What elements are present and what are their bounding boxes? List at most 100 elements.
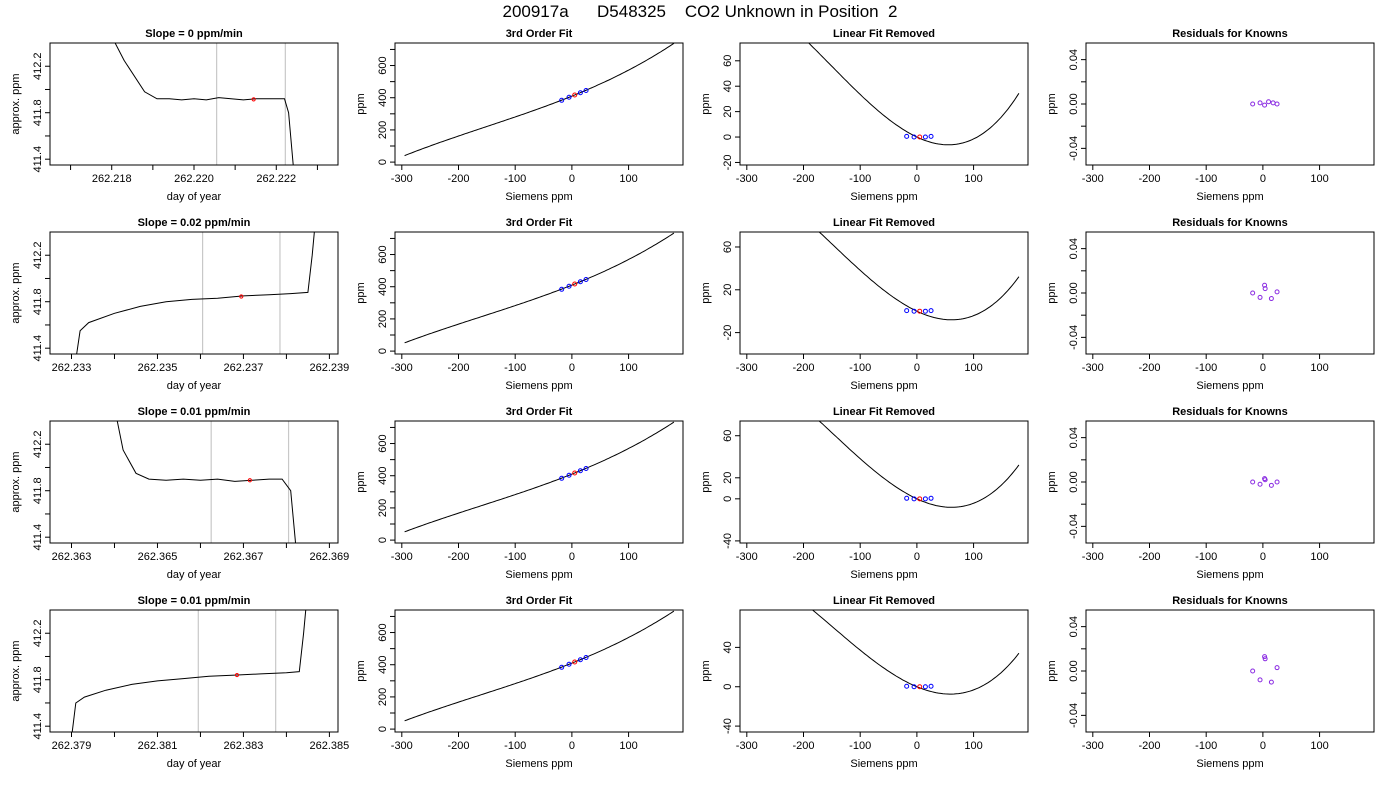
residual-point [1257, 294, 1263, 300]
plot-frame [49, 420, 339, 544]
panel-r2-res: Residuals for Knowns -300 -200 -100 0 100 -0.0… [1046, 217, 1375, 392]
x-tick-label: -300 [1082, 173, 1104, 185]
x-tick-label: 262.220 [174, 173, 214, 185]
known-point [583, 276, 589, 282]
x-tick-label: 0 [1260, 551, 1266, 563]
y-tick-label: 60 [722, 55, 734, 67]
y-tick-label: 0 [722, 684, 734, 690]
y-tick-label: 0 [722, 496, 734, 502]
y-tick-label: 411.8 [32, 99, 44, 126]
panel-title: Residuals for Knowns [1172, 595, 1288, 607]
known-point [904, 133, 910, 139]
x-axis-label: day of year [167, 758, 222, 770]
x-tick-label: 100 [1310, 551, 1328, 563]
y-tick-label: -0.04 [1068, 136, 1080, 161]
plot-area [811, 610, 1020, 695]
x-tick-label: -300 [1082, 551, 1104, 563]
y-tick-label: 0.04 [1068, 238, 1080, 259]
y-tick-label: 0 [377, 348, 389, 354]
y-tick-label: 200 [377, 499, 389, 517]
residual-point [1268, 296, 1274, 302]
panel-r1-fit: 3rd Order Fit -300 -200 -100 0 100 0 200 400 600 S… [355, 28, 684, 203]
x-tick-label: -200 [1138, 362, 1160, 374]
x-tick-label: 262.239 [310, 362, 350, 374]
plot-frame [394, 42, 684, 166]
plot-area [114, 43, 294, 165]
residual-point [1262, 656, 1268, 662]
unknown-point [572, 659, 578, 665]
x-tick-label: -100 [1195, 551, 1217, 563]
y-tick-label: -0.04 [1068, 703, 1080, 728]
known-point [566, 94, 572, 100]
residual-point [1262, 477, 1268, 483]
y-tick-label: -0.04 [1068, 325, 1080, 350]
x-tick-label: -200 [1138, 740, 1160, 752]
panel-title: Residuals for Knowns [1172, 406, 1288, 418]
fit-curve [404, 610, 675, 722]
x-tick-label: 0 [1260, 362, 1266, 374]
x-tick-label: 100 [964, 740, 982, 752]
plot-frame [739, 609, 1029, 733]
y-axis-label: approx. ppm [10, 640, 22, 701]
panel-r1-lin: Linear Fit Removed-300 -200 -100 0 100-20020… [700, 28, 1029, 203]
y-tick-label: 400 [377, 278, 389, 296]
x-tick-label: 100 [964, 362, 982, 374]
plot-frame [49, 231, 339, 355]
y-axis-label: approx. ppm [10, 262, 22, 323]
x-axis-label: Siemens ppm [505, 191, 572, 203]
y-tick-label: 0.00 [1068, 660, 1080, 681]
x-tick-label: -300 [1082, 740, 1104, 752]
known-point [577, 468, 583, 474]
residual-point [1274, 289, 1280, 295]
x-tick-label: 0 [1260, 740, 1266, 752]
panel-title: Residuals for Knowns [1172, 217, 1288, 229]
x-tick-label: -200 [1138, 551, 1160, 563]
x-tick-label: 262.222 [256, 173, 296, 185]
plot-area [1250, 476, 1280, 488]
sample-marker [251, 97, 256, 102]
x-axis-label: Siemens ppm [1196, 191, 1263, 203]
x-tick-label: 100 [1310, 173, 1328, 185]
fit-curve [404, 421, 675, 533]
panel-r1-trace: Slope = 0 ppm/min 262.218 262.220 262.222 41… [10, 28, 339, 203]
x-tick-label: 262.233 [52, 362, 92, 374]
fit-curve [811, 610, 1020, 695]
known-point [559, 475, 565, 481]
panel-title: 3rd Order Fit [506, 217, 573, 229]
residual-point [1268, 482, 1274, 488]
fit-curve [807, 43, 1020, 146]
y-axis-label: ppm [700, 471, 712, 492]
x-tick-label: 262.235 [138, 362, 178, 374]
x-tick-label: 100 [964, 551, 982, 563]
y-tick-label: 412.2 [32, 619, 44, 647]
y-axis-label: ppm [355, 282, 367, 303]
plot-area [1250, 654, 1280, 685]
x-tick-label: -300 [391, 551, 413, 563]
x-axis-label: Siemens ppm [505, 758, 572, 770]
x-tick-label: -100 [849, 740, 871, 752]
x-tick-label: -100 [1195, 173, 1217, 185]
y-tick-label: 0.04 [1068, 49, 1080, 70]
y-tick-label: 20 [722, 472, 734, 484]
x-tick-label: -100 [504, 362, 526, 374]
y-tick-label: 400 [377, 467, 389, 485]
known-point [566, 661, 572, 667]
panel-title: Linear Fit Removed [833, 406, 935, 418]
residual-point [1268, 679, 1274, 685]
unknown-point [917, 496, 923, 502]
x-tick-label: 262.365 [138, 551, 178, 563]
y-tick-label: 40 [722, 641, 734, 653]
x-tick-label: -100 [504, 740, 526, 752]
residual-point [1262, 102, 1268, 108]
known-point [911, 496, 917, 502]
unknown-point [572, 470, 578, 476]
x-tick-label: 262.383 [224, 740, 264, 752]
known-point [904, 683, 910, 689]
residual-point [1257, 481, 1263, 487]
y-tick-label: 0 [377, 159, 389, 165]
panel-r3-res: Residuals for Knowns -300 -200 -100 0 100 -0.0… [1046, 406, 1375, 581]
panel-title: Slope = 0.01 ppm/min [138, 406, 251, 418]
y-axis-label: ppm [355, 471, 367, 492]
y-tick-label: 200 [377, 121, 389, 139]
panel-title: Residuals for Knowns [1172, 28, 1288, 40]
